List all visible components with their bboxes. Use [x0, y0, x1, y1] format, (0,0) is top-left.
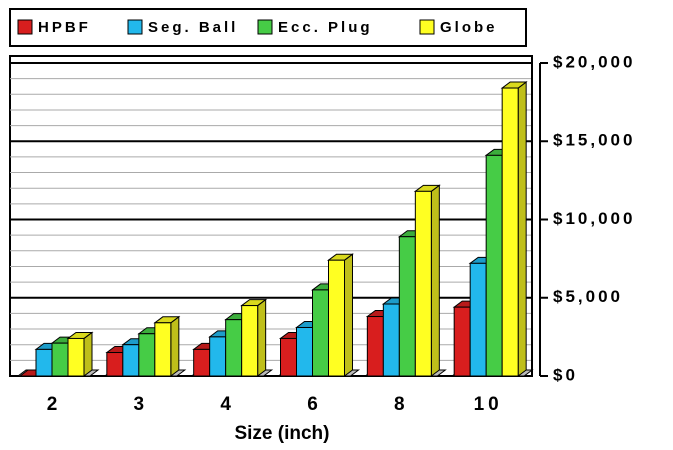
x-tick-label: 3 — [134, 394, 149, 415]
bar-front — [51, 342, 69, 377]
y-tick-label: $5,000 — [553, 287, 623, 306]
bar — [327, 253, 354, 377]
bar-side — [517, 81, 527, 377]
bar — [153, 315, 181, 377]
bar-front — [241, 305, 259, 377]
bar-side — [344, 253, 353, 377]
bar-front — [35, 348, 53, 377]
bar-front — [469, 262, 487, 377]
bar — [413, 184, 441, 377]
bar-front — [225, 319, 243, 377]
bar — [240, 298, 268, 377]
bar-front — [154, 322, 172, 377]
bar-side — [170, 315, 180, 377]
bar-front — [209, 336, 227, 377]
bar-side — [257, 298, 267, 377]
bar-front — [312, 289, 329, 377]
bar-front — [485, 154, 503, 377]
legend-swatch — [17, 19, 33, 35]
x-tick-label: 8 — [394, 394, 409, 415]
legend-swatch — [127, 19, 143, 35]
y-tick-label: $0 — [553, 365, 578, 384]
bar-front — [280, 337, 297, 377]
bar-front — [501, 87, 519, 377]
bar-front — [193, 348, 211, 377]
bar-front — [296, 326, 313, 377]
x-tick-label: 4 — [220, 394, 235, 415]
legend-label: HPBF — [38, 19, 91, 36]
bar-front — [453, 306, 471, 377]
x-tick-label: 6 — [307, 394, 322, 415]
legend-label: Globe — [440, 19, 498, 36]
bar-front — [122, 344, 140, 377]
bar-front — [106, 352, 124, 377]
bar-side — [83, 331, 93, 377]
bar-side — [430, 184, 440, 377]
y-tick-label: $10,000 — [553, 209, 635, 228]
bar — [66, 331, 94, 377]
x-tick-label: 10 — [474, 394, 503, 415]
bar-front — [414, 190, 432, 377]
y-tick-label: $15,000 — [553, 131, 635, 150]
bar-front — [67, 337, 85, 377]
x-axis-title: Size (inch) — [234, 423, 329, 444]
x-tick-label: 2 — [47, 394, 62, 415]
bar-front — [328, 259, 345, 377]
bar-front — [382, 303, 400, 377]
legend-label: Seg. Ball — [148, 19, 238, 36]
legend-label: Ecc. Plug — [278, 19, 373, 36]
bar — [500, 81, 528, 377]
legend-swatch — [419, 19, 435, 35]
y-tick-label: $20,000 — [553, 52, 635, 71]
bar-front — [138, 333, 156, 377]
plot-frame — [9, 55, 533, 377]
bar-front — [366, 316, 384, 377]
legend-swatch — [257, 19, 273, 35]
bar-front — [398, 236, 416, 377]
